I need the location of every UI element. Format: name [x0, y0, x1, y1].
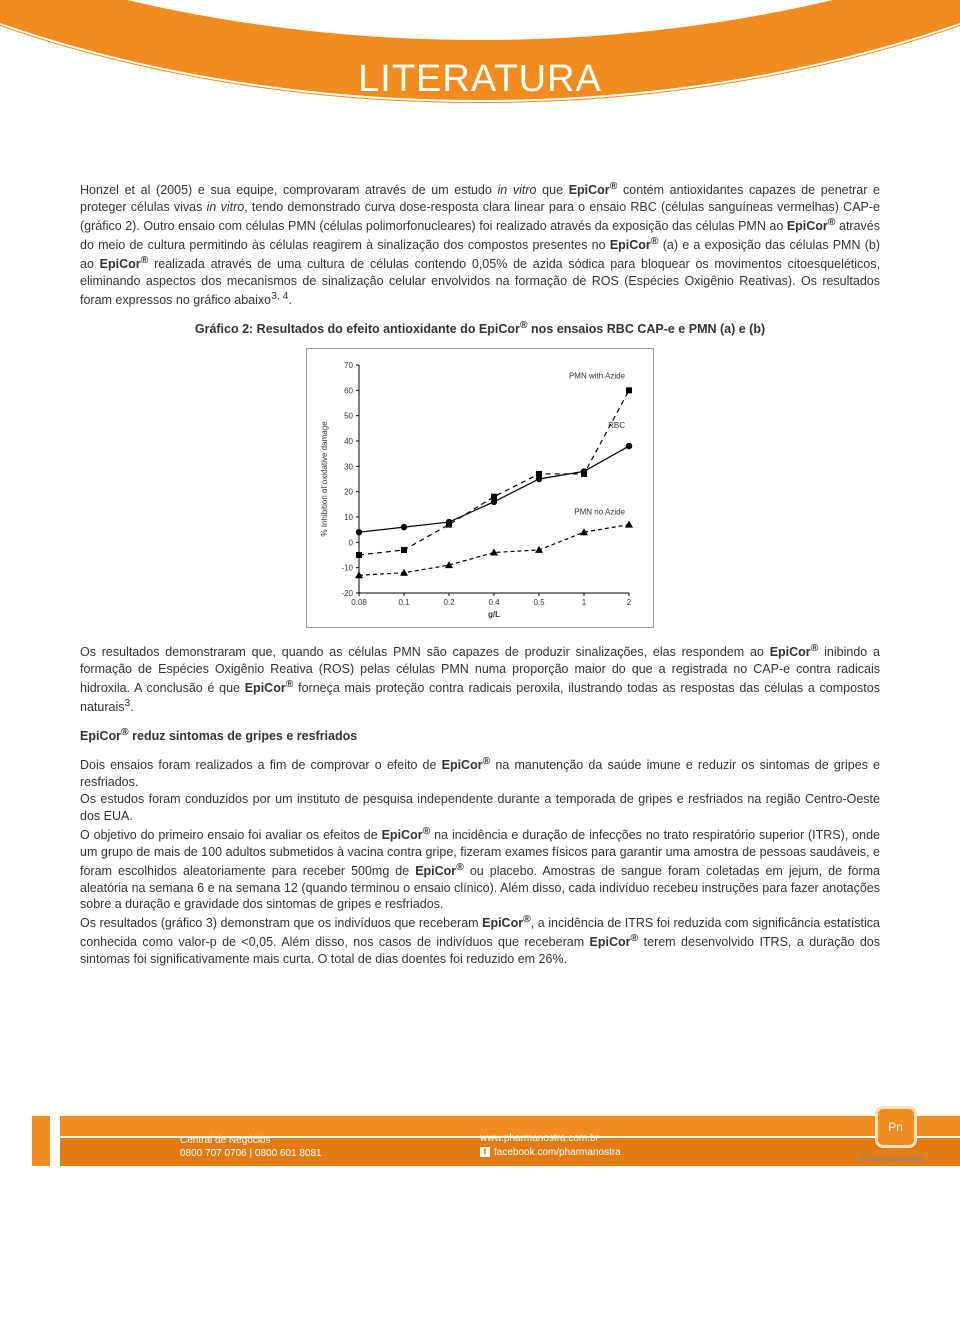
header-arc: LITERATURA [0, 0, 960, 150]
paragraph-5: O objetivo do primeiro ensaio foi avalia… [80, 825, 880, 914]
svg-text:PMN with Azide: PMN with Azide [569, 371, 626, 380]
svg-text:0: 0 [349, 538, 354, 547]
chart-container: -20 -10 0 10 20 30 40 50 60 70 0.08 0.1 0.2 0.4 0.5 1 2%… [80, 348, 880, 628]
footer-left: Central de Negócios 0800 707 0706 | 0800… [180, 1134, 322, 1160]
svg-text:2: 2 [627, 598, 632, 607]
paragraph-4: Os estudos foram conduzidos por um insti… [80, 791, 880, 825]
body-content: Honzel et al (2005) e sua equipe, compro… [0, 150, 960, 1008]
svg-text:0.5: 0.5 [533, 598, 545, 607]
svg-text:-10: -10 [341, 564, 353, 573]
logo-badge: Pn [875, 1106, 917, 1148]
logo-text: Pharmanostra [861, 1153, 924, 1164]
footer-left-line1: Central de Negócios [180, 1134, 322, 1147]
svg-text:50: 50 [344, 412, 353, 421]
svg-text:70: 70 [344, 361, 353, 370]
page-title: LITERATURA [0, 58, 960, 101]
svg-text:0.08: 0.08 [351, 598, 367, 607]
svg-text:40: 40 [344, 437, 353, 446]
svg-text:PMN no Azide: PMN no Azide [574, 508, 625, 517]
footer-right-line1: www.pharmanostra.com.br [480, 1132, 621, 1146]
svg-text:-20: -20 [341, 589, 353, 598]
svg-text:0.1: 0.1 [398, 598, 410, 607]
footer: Central de Negócios 0800 707 0706 | 0800… [0, 1088, 960, 1166]
chart-caption: Gráfico 2: Resultados do efeito antioxid… [80, 319, 880, 338]
paragraph-2: Os resultados demonstraram que, quando a… [80, 642, 880, 716]
paragraph-6: Os resultados (gráfico 3) demonstram que… [80, 913, 880, 968]
footer-right-line2: facebook.com/pharmanostra [494, 1147, 621, 1158]
svg-text:20: 20 [344, 488, 353, 497]
paragraph-3: Dois ensaios foram realizados a fim de c… [80, 755, 880, 791]
footer-right: www.pharmanostra.com.br f facebook.com/ph… [480, 1132, 621, 1160]
section-head-gripes: EpiCor® reduz sintomas de gripes e resfr… [80, 726, 880, 745]
svg-text:g/L: g/L [488, 610, 500, 619]
svg-text:60: 60 [344, 386, 353, 395]
brand-logo: Pn Pharmanostra® [861, 1106, 930, 1164]
svg-text:30: 30 [344, 462, 353, 471]
svg-text:0.4: 0.4 [488, 598, 500, 607]
svg-text:0.2: 0.2 [443, 598, 455, 607]
antioxidant-chart: -20 -10 0 10 20 30 40 50 60 70 0.08 0.1 0.2 0.4 0.5 1 2%… [313, 355, 643, 625]
svg-text:RBC: RBC [608, 421, 625, 430]
facebook-icon: f [480, 1147, 490, 1157]
svg-text:1: 1 [582, 598, 587, 607]
footer-left-line2: 0800 707 0706 | 0800 601 8081 [180, 1147, 322, 1160]
svg-text:% Inhibition of oxidative dama: % Inhibition of oxidative damage [320, 421, 329, 537]
paragraph-1: Honzel et al (2005) e sua equipe, compro… [80, 180, 880, 309]
svg-text:10: 10 [344, 513, 353, 522]
